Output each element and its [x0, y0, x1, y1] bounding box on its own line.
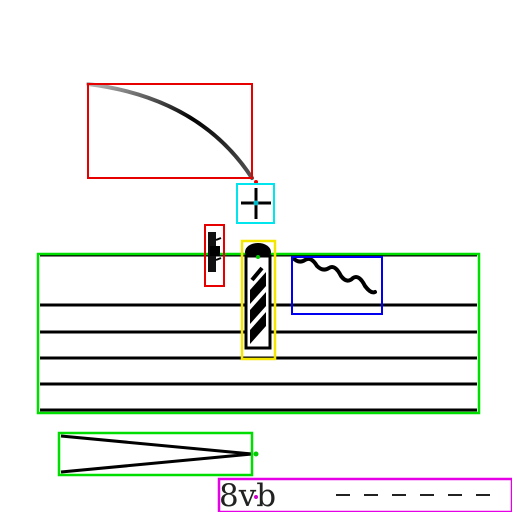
slur	[86, 82, 254, 180]
note	[240, 239, 277, 361]
ottava-label: 8vb	[219, 478, 276, 512]
slur-box	[87, 83, 253, 179]
accidental-box	[204, 224, 225, 287]
crosshair	[236, 180, 275, 224]
note-box	[240, 239, 277, 361]
trill-wavy-line	[291, 256, 383, 315]
slur-curve	[86, 82, 254, 180]
ottava-bassa: 8vb	[217, 477, 512, 512]
accidental	[204, 224, 225, 287]
trill-box	[291, 256, 383, 315]
hairpin-marker	[253, 451, 259, 457]
hairpin-box	[57, 431, 254, 477]
ottava-box	[217, 477, 512, 512]
crosshair-box	[236, 183, 275, 224]
decrescendo-hairpin	[57, 431, 259, 477]
ottava-marker	[254, 495, 258, 499]
crosshair-marker	[253, 200, 259, 206]
